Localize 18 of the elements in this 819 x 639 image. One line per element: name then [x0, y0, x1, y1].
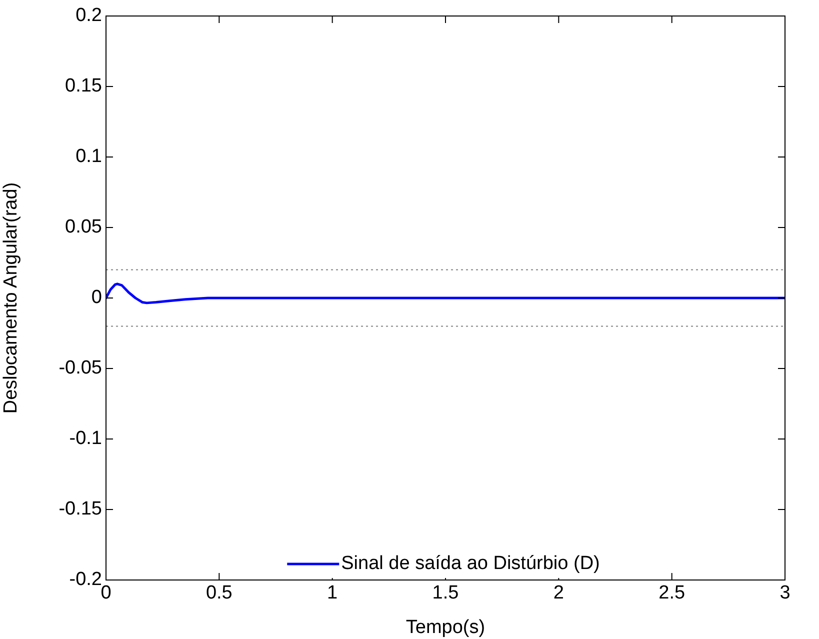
x-tick-label: 0.5: [206, 582, 232, 604]
y-tick-label: 0.1: [76, 146, 102, 168]
y-tick-label: -0.05: [58, 358, 102, 379]
x-tick-label: 1.5: [432, 582, 459, 604]
x-tick-label: 3: [780, 582, 790, 604]
y-tick-label: 0: [91, 287, 102, 308]
legend-label: Sinal de saída ao Distúrbio (D): [341, 553, 600, 574]
x-axis-title: Tempo(s): [406, 616, 486, 638]
y-tick-label: 0.15: [65, 76, 102, 97]
y-axis-title: Deslocamento Angular(rad): [0, 182, 22, 414]
y-tick-label: 0.05: [65, 216, 102, 238]
y-tick-label: -0.1: [69, 428, 102, 450]
x-tick-label: 2.5: [658, 582, 686, 604]
y-tick-label: -0.2: [69, 569, 102, 590]
x-tick-label: 1: [327, 582, 338, 604]
y-tick-label: 0.2: [76, 5, 102, 26]
y-tick-label: -0.15: [58, 498, 102, 520]
x-tick-label: 2: [553, 582, 564, 604]
